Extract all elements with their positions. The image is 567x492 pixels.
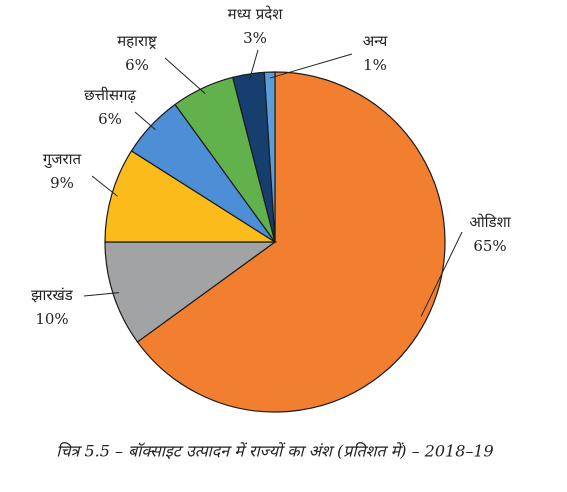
slice-label: महाराष्ट्र [117, 32, 157, 50]
leader-line [269, 53, 353, 79]
pie-slice [263, 71, 276, 243]
slice-label: छत्तीसगढ़ [84, 86, 136, 104]
slice-value: 1% [363, 56, 387, 74]
slice-label: ओडिशा [469, 213, 511, 231]
pie-slice [136, 71, 446, 413]
chart-caption: चित्र 5.5 – बॉक्साइट उत्पादन में राज्यों… [56, 442, 493, 461]
slice-value: 10% [35, 310, 68, 328]
slice-value: 6% [125, 56, 149, 74]
slice-label: गुजरात [43, 150, 82, 169]
slice-label: अन्य [363, 32, 388, 50]
pie-slice [104, 241, 277, 343]
leader-line [134, 111, 156, 131]
pie-slice [104, 150, 278, 243]
slice-label: मध्य प्रदेश [228, 5, 284, 23]
leader-line [248, 49, 259, 81]
slice-value: 3% [243, 29, 267, 47]
leader-line [83, 292, 120, 297]
slice-value: 9% [50, 174, 74, 192]
slice-label: झारखंड [31, 286, 74, 304]
leader-line [420, 231, 463, 317]
leader-line [91, 175, 118, 197]
slice-value: 6% [98, 110, 122, 128]
leader-line [164, 57, 206, 94]
slice-value: 65% [473, 237, 506, 255]
